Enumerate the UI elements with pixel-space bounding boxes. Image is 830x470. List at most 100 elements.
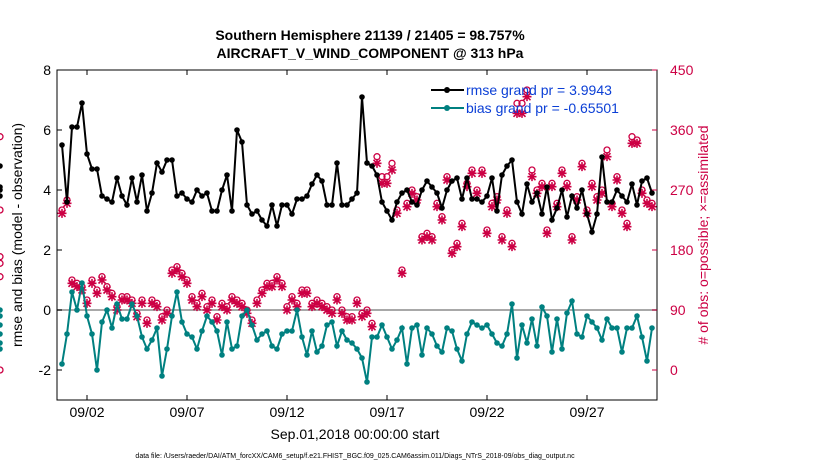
- rmse-point: [629, 181, 635, 187]
- rmse-point: [644, 175, 650, 181]
- obs-assimilated-point: [77, 285, 87, 295]
- rmse-point: [384, 208, 390, 214]
- obs-assimilated-point: [242, 308, 252, 318]
- bias-point: [544, 313, 550, 319]
- rmse-point: [334, 160, 340, 166]
- bias-point: [64, 331, 70, 337]
- bias-point: [139, 334, 145, 340]
- obs-assimilated-point: [102, 285, 112, 295]
- rmse-point: [194, 187, 200, 193]
- rmse-point: [199, 193, 205, 199]
- rmse-point: [454, 175, 460, 181]
- obs-assimilated-point: [482, 228, 492, 238]
- bias-point: [569, 298, 575, 304]
- rmse-point: [614, 187, 620, 193]
- obs-assimilated-point: [517, 108, 527, 118]
- obs-assimilated-point: [542, 228, 552, 238]
- y-left-tick-label: 6: [43, 122, 51, 138]
- bias-point: [89, 331, 95, 337]
- obs-assimilated-point: [347, 315, 357, 325]
- y-right-tick-label: 450: [670, 62, 694, 78]
- rmse-point: [114, 175, 120, 181]
- obs-assimilated-point: [567, 235, 577, 245]
- obs-assimilated-point: [322, 305, 332, 315]
- obs-assimilated-point: [507, 242, 517, 252]
- bias-point: [564, 310, 570, 316]
- rmse-point: [449, 178, 455, 184]
- bias-point: [294, 307, 300, 313]
- obs-assimilated-point: [462, 182, 472, 192]
- obs-assimilated-point: [237, 302, 247, 312]
- rmse-point: [189, 199, 195, 205]
- bias-point: [534, 343, 540, 349]
- rmse-point: [474, 196, 480, 202]
- bias-point: [279, 331, 285, 337]
- x-tick-label: 09/02: [69, 404, 104, 420]
- bias-point: [124, 316, 130, 322]
- bias-point: [164, 346, 170, 352]
- y-right-tick-label: 90: [670, 302, 686, 318]
- rmse-point: [154, 160, 160, 166]
- bias-point: [339, 328, 345, 334]
- obs-assimilated-point: [232, 298, 242, 308]
- bias-point: [74, 307, 80, 313]
- obs-possible-point: [0, 259, 4, 267]
- obs-assimilated-point: [457, 222, 467, 232]
- obs-assimilated-point: [257, 288, 267, 298]
- rmse-point: [219, 187, 225, 193]
- obs-assimilated-point: [82, 298, 92, 308]
- rmse-point: [649, 190, 655, 196]
- bias-point: [154, 325, 160, 331]
- rmse-point: [0, 184, 3, 190]
- bias-point: [144, 346, 150, 352]
- rmse-point: [0, 163, 3, 169]
- rmse-point: [369, 163, 375, 169]
- obs-assimilated-point: [337, 308, 347, 318]
- y-axis-left-label: rmse and bias (model - observation): [9, 123, 25, 347]
- bias-point: [394, 337, 400, 343]
- rmse-point: [529, 199, 535, 205]
- rmse-point: [104, 196, 110, 202]
- obs-assimilated-point: [477, 168, 487, 178]
- bias-point: [329, 319, 335, 325]
- rmse-point: [229, 208, 235, 214]
- y-right-tick-label: 270: [670, 182, 694, 198]
- rmse-point: [344, 202, 350, 208]
- obs-assimilated-point: [362, 308, 372, 318]
- rmse-point: [149, 190, 155, 196]
- rmse-point: [94, 166, 100, 172]
- obs-assimilated-point: [197, 292, 207, 302]
- bias-point: [104, 307, 110, 313]
- rmse-point: [329, 202, 335, 208]
- rmse-point: [394, 199, 400, 205]
- rmse-point: [159, 169, 165, 175]
- rmse-point: [524, 181, 530, 187]
- obs-assimilated-point: [352, 298, 362, 308]
- bias-point: [509, 301, 515, 307]
- obs-assimilated-point: [442, 175, 452, 185]
- rmse-point: [404, 187, 410, 193]
- obs-assimilated-point: [172, 265, 182, 275]
- bias-point: [614, 325, 620, 331]
- rmse-point: [584, 211, 590, 217]
- rmse-point: [124, 202, 130, 208]
- bias-point: [374, 334, 380, 340]
- bias-point: [364, 379, 370, 385]
- plot-frame: [56, 69, 658, 401]
- bias-point: [194, 346, 200, 352]
- rmse-point: [279, 202, 285, 208]
- obs-assimilated-point: [227, 295, 237, 305]
- obs-assimilated-point: [587, 182, 597, 192]
- rmse-point: [284, 202, 290, 208]
- obs-assimilated-point: [117, 295, 127, 305]
- obs-assimilated-point: [487, 202, 497, 212]
- obs-assimilated-point: [522, 92, 532, 102]
- rmse-point: [299, 196, 305, 202]
- bias-point: [324, 322, 330, 328]
- rmse-point: [169, 157, 175, 163]
- obs-assimilated-point: [217, 302, 227, 312]
- bias-point: [479, 325, 485, 331]
- obs-possible-point: [518, 99, 526, 107]
- obs-assimilated-point: [312, 298, 322, 308]
